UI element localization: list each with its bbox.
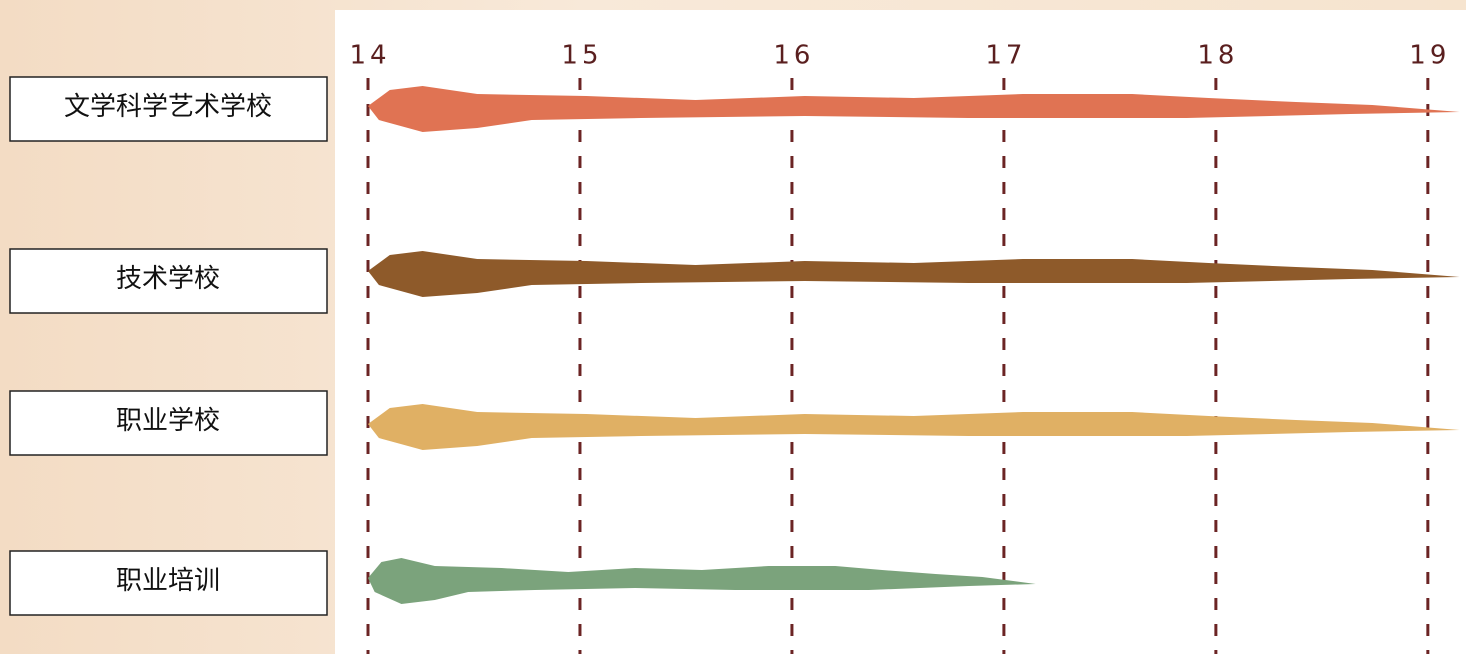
x-tick-label: 17 — [985, 41, 1026, 71]
x-tick-label: 15 — [561, 41, 602, 71]
bar — [368, 251, 1460, 297]
x-tick-label: 18 — [1197, 41, 1238, 71]
x-tick-label: 14 — [349, 41, 390, 71]
bar — [368, 86, 1460, 132]
bar — [368, 558, 1036, 604]
page: {"chart_data": {"type": "range-bar", "ca… — [0, 0, 1466, 654]
category-label: 职业学校 — [116, 406, 220, 435]
bar — [368, 404, 1460, 450]
category-label: 技术学校 — [116, 264, 220, 293]
x-tick-label: 16 — [773, 41, 814, 71]
category-label: 职业培训 — [116, 566, 220, 595]
category-label: 文学科学艺术学校 — [64, 92, 272, 121]
x-tick-label: 19 — [1409, 41, 1450, 71]
chart: 14 15 16 17 18 19 文学科学艺术学校技术学校职业学校职业培训 — [0, 0, 1466, 654]
